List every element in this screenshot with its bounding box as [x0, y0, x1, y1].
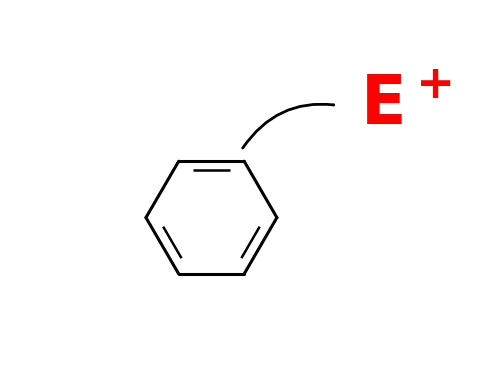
Text: $\mathbf{E^+}$: $\mathbf{E^+}$ [360, 72, 452, 138]
FancyArrowPatch shape [243, 104, 334, 148]
